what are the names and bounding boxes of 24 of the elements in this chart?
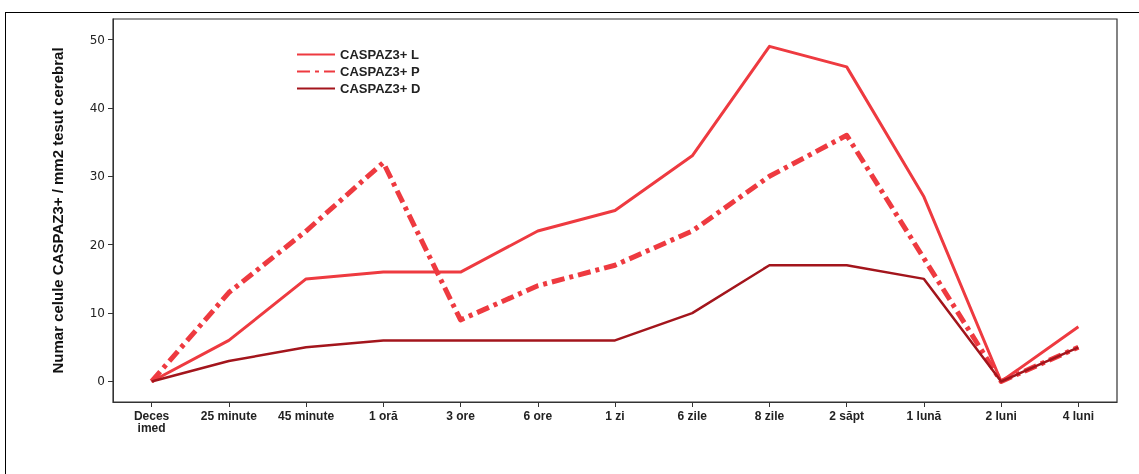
x-tick-label: 8 zile bbox=[754, 409, 785, 423]
y-tick-label: 40 bbox=[89, 100, 105, 115]
legend-label: CASPAZ3+ P bbox=[340, 64, 420, 79]
y-tick-label: 10 bbox=[89, 306, 105, 321]
legend-label: CASPAZ3+ D bbox=[340, 81, 421, 96]
line-series bbox=[150, 263, 1080, 383]
x-tick-label: 1 zi bbox=[605, 409, 625, 423]
x-tick-label: 3 ore bbox=[446, 409, 476, 423]
y-tick-label: 30 bbox=[89, 169, 105, 184]
x-tick-label: 2 luni bbox=[985, 409, 1017, 423]
x-tick-label: 1 lună bbox=[906, 409, 942, 423]
y-axis-title: Numar celule CASPAZ3+ / mm2 tesut cerebral bbox=[49, 47, 66, 374]
x-tick-label: 6 ore bbox=[523, 409, 553, 423]
x-tick-label: 25 minute bbox=[200, 409, 258, 423]
x-tick-label: 2 săpt bbox=[829, 409, 865, 423]
legend-label: CASPAZ3+ L bbox=[340, 47, 419, 62]
y-tick-label: 20 bbox=[89, 237, 105, 252]
x-tick-label: 1 oră bbox=[368, 409, 398, 423]
x-tick-label: 6 zile bbox=[677, 409, 708, 423]
x-tick-label: 4 luni bbox=[1062, 409, 1095, 423]
x-tick-label: 45 minute bbox=[278, 409, 335, 423]
y-tick-label: 50 bbox=[89, 32, 105, 47]
y-tick-label: 0 bbox=[97, 374, 105, 389]
x-tick-label: Deces imed bbox=[133, 409, 170, 435]
